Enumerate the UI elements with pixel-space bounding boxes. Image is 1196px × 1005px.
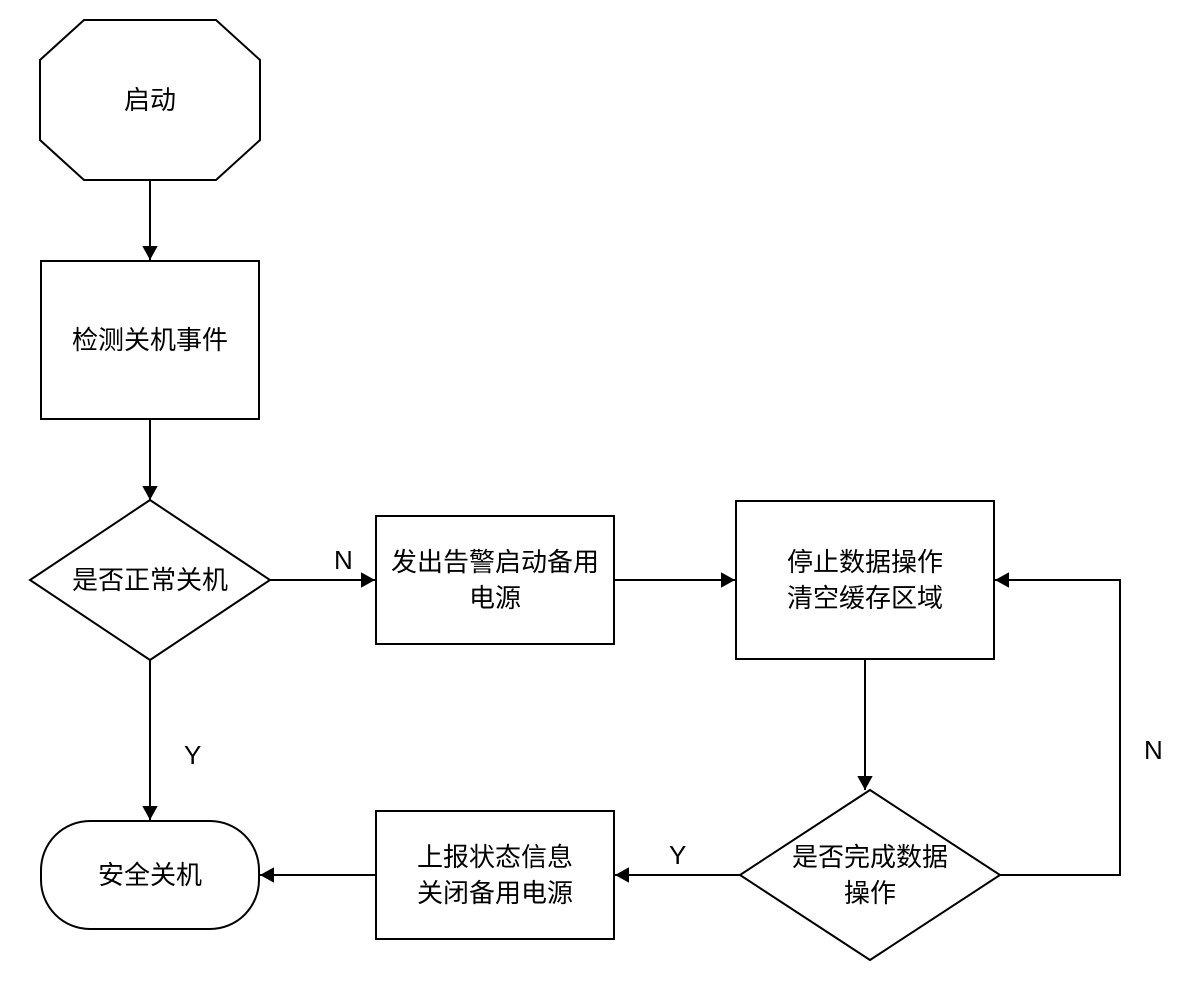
node-detect: 检测关机事件 (40, 260, 260, 420)
edge-label-decision2-report: Y (665, 840, 690, 871)
node-stopdata: 停止数据操作 清空缓存区域 (735, 500, 995, 660)
node-safe: 安全关机 (40, 820, 260, 930)
edge-label-decision1-alert: N (330, 545, 357, 576)
node-label-stopdata: 停止数据操作 清空缓存区域 (787, 544, 943, 617)
node-label-start: 启动 (124, 82, 176, 118)
node-label-safe: 安全关机 (98, 857, 202, 893)
edge-label-decision1-safe: Y (180, 740, 205, 771)
node-decision1: 是否正常关机 (30, 500, 270, 660)
node-report: 上报状态信息 关闭备用电源 (375, 810, 615, 940)
node-label-report: 上报状态信息 关闭备用电源 (417, 839, 573, 912)
node-label-alert: 发出告警启动备用 电源 (391, 544, 599, 617)
node-label-detect: 检测关机事件 (72, 322, 228, 358)
flowchart-canvas: 启动检测关机事件是否正常关机 发出告警启动备用 电源 停止数据操作 清空缓存区域是否… (0, 0, 1196, 1005)
node-alert: 发出告警启动备用 电源 (375, 515, 615, 645)
node-label-decision2: 是否完成数据 操作 (792, 839, 948, 912)
node-decision2: 是否完成数据 操作 (740, 790, 1000, 960)
edge-label-decision2-stopdata: N (1140, 735, 1167, 766)
node-label-decision1: 是否正常关机 (72, 562, 228, 598)
node-start: 启动 (40, 20, 260, 180)
